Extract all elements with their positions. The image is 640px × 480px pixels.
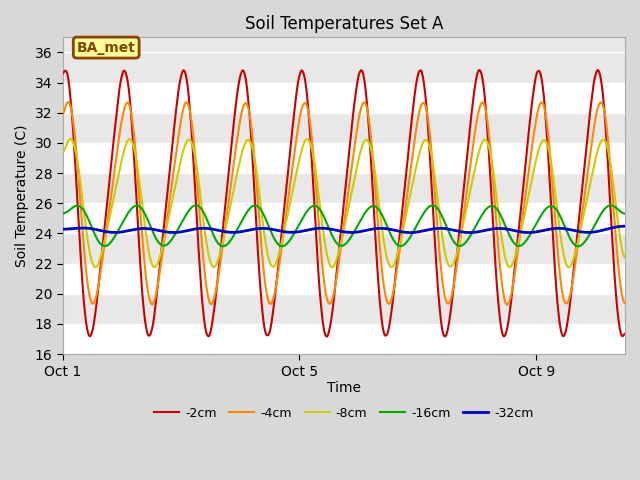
-16cm [88,224,95,229]
X-axis label: Time: Time [327,381,361,396]
-16cm [59,211,67,216]
Legend: -2cm, -4cm, -8cm, -16cm, -32cm: -2cm, -4cm, -8cm, -16cm, -32cm [149,402,539,424]
-16cm [605,203,613,208]
Bar [63,52,625,83]
Title: Soil Temperatures Set A: Soil Temperatures Set A [244,15,443,33]
-2cm [333,272,340,278]
-2cm [59,71,67,76]
-8cm [328,264,336,270]
-16cm [575,243,582,249]
-2cm [605,184,613,190]
Bar [63,324,625,354]
-4cm [503,301,511,307]
-2cm [323,334,331,339]
-8cm [88,258,95,264]
-4cm [88,300,95,306]
-4cm [333,276,340,282]
-32cm [406,230,414,236]
-32cm [317,225,325,231]
-8cm [621,254,629,260]
Line: -2cm: -2cm [63,70,625,336]
-32cm [332,228,340,233]
-8cm [333,256,340,262]
-8cm [502,258,510,264]
-4cm [502,300,509,306]
-16cm [502,224,509,230]
Bar [63,113,625,143]
-16cm [605,203,613,208]
-2cm [476,67,483,73]
-2cm [605,179,613,184]
-32cm [605,226,612,231]
-8cm [605,152,613,158]
Line: -16cm: -16cm [63,205,625,246]
-32cm [88,226,95,231]
-32cm [502,226,509,232]
-32cm [605,226,613,231]
Bar [63,233,625,264]
Bar [63,264,625,294]
Text: BA_met: BA_met [77,41,136,55]
-32cm [59,226,67,232]
-4cm [621,300,629,306]
-16cm [317,209,325,215]
-16cm [333,240,340,246]
Bar [63,143,625,173]
-4cm [605,151,613,156]
-8cm [59,149,67,155]
Line: -8cm: -8cm [63,139,625,267]
-16cm [192,203,200,208]
-32cm [621,223,629,229]
-8cm [317,216,325,221]
-2cm [621,331,629,336]
-8cm [605,154,613,159]
-2cm [317,305,325,311]
-2cm [88,331,95,337]
-8cm [67,136,74,142]
Line: -4cm: -4cm [63,102,625,304]
-16cm [621,211,629,216]
-4cm [59,111,67,117]
Bar [63,173,625,203]
-2cm [502,330,510,336]
Line: -32cm: -32cm [63,226,625,233]
-4cm [64,99,72,105]
-4cm [317,254,325,260]
-4cm [605,148,613,154]
Bar [63,294,625,324]
Bar [63,203,625,233]
Y-axis label: Soil Temperature (C): Soil Temperature (C) [15,124,29,267]
Bar [63,83,625,113]
